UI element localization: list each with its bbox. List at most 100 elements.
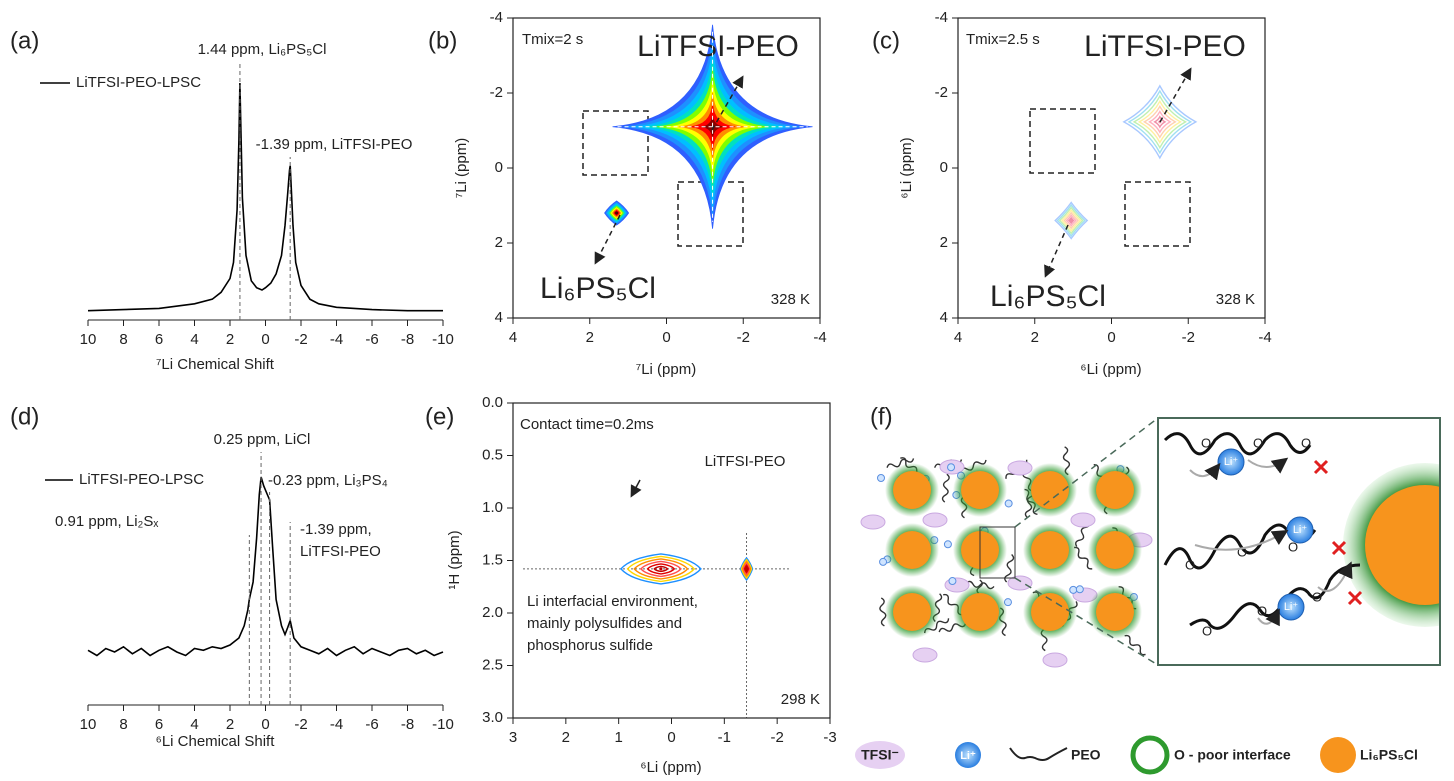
y-axis-label: ⁷Li (ppm) — [453, 138, 470, 198]
panel-label: (f) — [870, 403, 893, 430]
x-tick-label: -4 — [1258, 329, 1271, 346]
x-tick-label: 1 — [614, 729, 622, 746]
legend-label: O - poor interface — [1174, 747, 1291, 763]
x-tick-label: 6 — [155, 716, 163, 733]
peak-label: Li₆PS₅Cl — [990, 280, 1106, 313]
arrow — [632, 480, 640, 495]
li-ion-small — [1076, 586, 1083, 593]
x-tick-label: 8 — [119, 716, 127, 733]
li-ion-label: Li⁺ — [1224, 456, 1239, 468]
cross-peak-region — [583, 111, 648, 175]
li-ion-label: Li⁺ — [1284, 601, 1299, 613]
particle — [893, 471, 931, 509]
x-tick-label: -4 — [330, 331, 343, 348]
x-tick-label: 2 — [586, 329, 594, 346]
y-tick-label: -2 — [490, 84, 503, 101]
x-tick-label: 4 — [509, 329, 517, 346]
x-tick-label: -10 — [432, 331, 454, 348]
y-axis-label: ⁶Li (ppm) — [898, 137, 915, 198]
y-tick-label: -4 — [490, 9, 503, 26]
annotation-line: -1.39 ppm, — [300, 521, 372, 538]
x-tick-label: 2 — [1031, 329, 1039, 346]
li-ion-small — [1005, 500, 1012, 507]
peak — [745, 567, 748, 570]
x-tick-label: 3 — [509, 729, 517, 746]
oxygen: O — [1257, 603, 1267, 618]
particle — [893, 593, 931, 631]
y-tick-label: 2.0 — [482, 604, 503, 621]
x-tick-label: -2 — [1182, 329, 1195, 346]
annotation: 0.25 ppm, LiCl — [214, 431, 311, 448]
y-tick-label: 0.5 — [482, 446, 503, 463]
legend-particle — [1320, 737, 1356, 773]
y-axis-label: ¹H (ppm) — [446, 530, 463, 589]
tfsi-anion — [923, 513, 947, 527]
tfsi-anion — [913, 648, 937, 662]
legend-peo — [1010, 748, 1067, 760]
x-tick-label: -6 — [365, 331, 378, 348]
peak — [615, 212, 618, 215]
y-tick-label: 4 — [940, 309, 948, 326]
y-tick-label: 0.0 — [482, 394, 503, 411]
x-tick-label: -2 — [294, 331, 307, 348]
x-tick-label: 0 — [1107, 329, 1115, 346]
x-tick-label: -8 — [401, 716, 414, 733]
x-tick-label: -10 — [432, 716, 454, 733]
particle — [1031, 531, 1069, 569]
annotation: Li interfacial environment, — [527, 593, 698, 610]
peak — [1070, 219, 1073, 222]
li-ion-label: Li⁺ — [1293, 524, 1308, 536]
annotation: phosphorus sulfide — [527, 637, 653, 654]
legend-label: LiTFSI-PEO-LPSC — [76, 74, 201, 91]
cross-peak-region — [1030, 109, 1095, 173]
y-tick-label: 0 — [940, 159, 948, 176]
x-tick-label: -2 — [737, 329, 750, 346]
x-axis-label: ⁶Li (ppm) — [1080, 361, 1141, 378]
particle — [1096, 531, 1134, 569]
peak-label: LiTFSI-PEO — [1084, 30, 1246, 63]
x-tick-label: 0 — [261, 716, 269, 733]
note: 328 K — [771, 291, 810, 308]
annotation-line: LiTFSI-PEO — [300, 543, 381, 560]
y-tick-label: 3.0 — [482, 709, 503, 726]
particle — [1096, 593, 1134, 631]
x-tick-label: 4 — [190, 716, 198, 733]
y-tick-label: 0 — [495, 159, 503, 176]
x-tick-label: -3 — [823, 729, 836, 746]
x-tick-label: -4 — [813, 329, 826, 346]
x-tick-label: 2 — [562, 729, 570, 746]
oxygen: O — [1312, 589, 1322, 604]
x-tick-label: 8 — [119, 331, 127, 348]
x-tick-label: 2 — [226, 716, 234, 733]
particle — [1096, 471, 1134, 509]
peak-label: LiTFSI-PEO — [637, 30, 799, 63]
x-tick-label: 2 — [226, 331, 234, 348]
panel-label: (b) — [428, 27, 457, 54]
y-tick-label: 1.0 — [482, 499, 503, 516]
x-tick-label: -6 — [365, 716, 378, 733]
spectrum-line — [88, 83, 443, 311]
blocked — [1315, 461, 1327, 473]
y-tick-label: 4 — [495, 309, 503, 326]
hop-arrow — [1248, 460, 1285, 467]
x-tick-label: 0 — [667, 729, 675, 746]
oxygen: O — [1301, 435, 1311, 450]
oxygen: O — [1253, 435, 1263, 450]
legend-label: Li₆PS₅Cl — [1360, 747, 1418, 763]
oxygen: O — [1237, 544, 1247, 559]
blocked — [1349, 592, 1361, 604]
note: 298 K — [781, 691, 820, 708]
x-tick-label: -1 — [718, 729, 731, 746]
y-tick-label: 1.5 — [482, 551, 503, 568]
y-tick-label: -2 — [935, 84, 948, 101]
legend-label: TFSI⁻ — [861, 747, 899, 763]
annotation: mainly polysulfides and — [527, 615, 682, 632]
peak-label: Li₆PS₅Cl — [540, 272, 656, 305]
annotation: 1.44 ppm, Li₆PS₅Cl — [198, 41, 327, 58]
polymer-chain — [942, 474, 949, 502]
annotation: -1.39 ppm, LiTFSI-PEO — [256, 136, 413, 153]
annotation: 0.91 ppm, Li₂Sₓ — [55, 513, 158, 530]
plot-frame — [958, 18, 1265, 318]
peak — [659, 567, 662, 570]
